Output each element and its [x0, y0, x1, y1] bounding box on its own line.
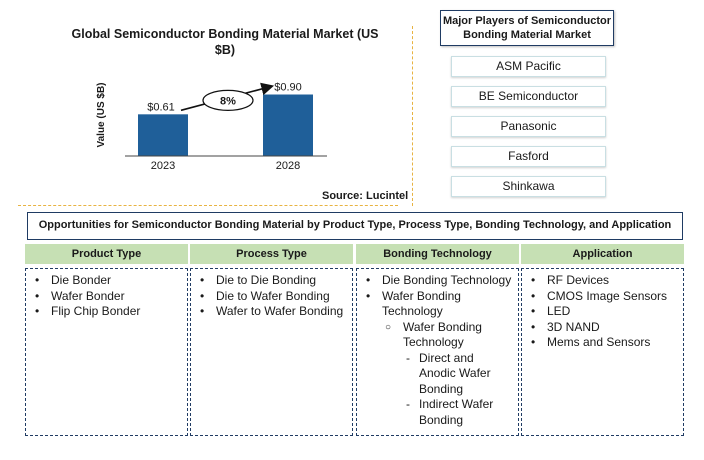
- list-item: Wafer Bonding Technology: [363, 289, 512, 320]
- bar-2028: [263, 94, 313, 156]
- growth-ellipse: [202, 89, 254, 112]
- list-item: Wafer to Wafer Bonding: [197, 304, 346, 320]
- list-item: Mems and Sensors: [528, 335, 677, 351]
- y-axis-label: Value (US $B): [96, 82, 107, 147]
- growth-label: 8%: [220, 95, 236, 107]
- column-list-product-type: Die BonderWafer BonderFlip Chip Bonder: [25, 268, 188, 436]
- player-shinkawa: Shinkawa: [451, 176, 606, 197]
- x-tick-2028: 2028: [276, 160, 300, 172]
- column-header-process-type: Process Type: [190, 244, 353, 264]
- list-item: Die to Wafer Bonding: [197, 289, 346, 305]
- player-be-semiconductor: BE Semiconductor: [451, 86, 606, 107]
- player-asm-pacific: ASM Pacific: [451, 56, 606, 77]
- chart-source: Source: Lucintel: [322, 190, 409, 202]
- vertical-divider: [412, 26, 413, 206]
- list-item: Direct and Anodic Wafer Bonding: [363, 351, 512, 398]
- list-item: RF Devices: [528, 273, 677, 289]
- list-item: 3D NAND: [528, 320, 677, 336]
- data-label-2028: $0.90: [274, 82, 302, 94]
- list-item: Wafer Bonding Technology: [363, 320, 512, 351]
- column-list-bonding-technology: Die Bonding TechnologyWafer Bonding Tech…: [356, 268, 519, 436]
- player-panasonic: Panasonic: [451, 116, 606, 137]
- list-item: Die to Die Bonding: [197, 273, 346, 289]
- data-label-2023: $0.61: [147, 101, 175, 113]
- list-item: Wafer Bonder: [32, 289, 181, 305]
- list-item: Indirect Wafer Bonding: [363, 397, 512, 428]
- bar-chart: Value (US $B) $0.61 2023 $0.90 2028 8%: [96, 82, 327, 172]
- x-tick-2023: 2023: [151, 160, 175, 172]
- column-header-product-type: Product Type: [25, 244, 188, 264]
- column-list-process-type: Die to Die BondingDie to Wafer BondingWa…: [190, 268, 353, 436]
- horizontal-divider: [18, 205, 398, 206]
- column-header-bonding-technology: Bonding Technology: [356, 244, 519, 264]
- list-item: Flip Chip Bonder: [32, 304, 181, 320]
- column-list-application: RF DevicesCMOS Image SensorsLED3D NANDMe…: [521, 268, 684, 436]
- list-item: Die Bonder: [32, 273, 181, 289]
- bar-2023: [138, 114, 188, 156]
- major-players-title: Major Players of Semiconductor Bonding M…: [440, 10, 614, 46]
- chart-title: Global Semiconductor Bonding Material Ma…: [71, 27, 379, 57]
- player-fasford: Fasford: [451, 146, 606, 167]
- column-header-application: Application: [521, 244, 684, 264]
- opportunities-title: Opportunities for Semiconductor Bonding …: [27, 212, 683, 240]
- list-item: CMOS Image Sensors: [528, 289, 677, 305]
- list-item: LED: [528, 304, 677, 320]
- list-item: Die Bonding Technology: [363, 273, 512, 289]
